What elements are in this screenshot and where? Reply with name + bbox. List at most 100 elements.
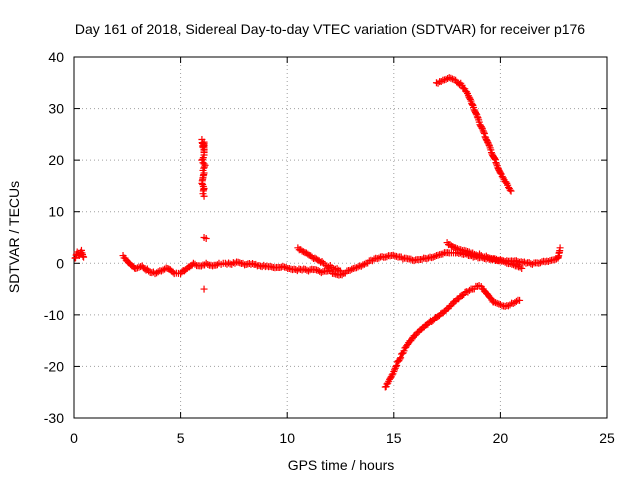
data-point: [156, 267, 164, 275]
data-point: [510, 261, 518, 269]
data-point: [487, 149, 495, 157]
data-point: [472, 110, 480, 118]
data-point: [450, 243, 458, 251]
data-point: [360, 260, 368, 268]
data-point: [367, 256, 375, 264]
data-point: [284, 265, 292, 273]
y-tick-label: -20: [44, 358, 64, 374]
data-point: [516, 263, 524, 271]
data-point: [396, 355, 404, 363]
data-point: [453, 245, 461, 253]
data-point: [154, 268, 162, 276]
data-point: [546, 257, 554, 265]
data-point: [239, 259, 247, 267]
series-arc-0: [71, 246, 88, 262]
data-point: [464, 90, 472, 98]
data-point: [204, 260, 212, 268]
series-arc-1: [119, 244, 564, 279]
data-point: [393, 361, 401, 369]
data-point: [491, 154, 499, 162]
data-point: [482, 252, 490, 260]
data-point: [191, 260, 199, 268]
data-point: [279, 262, 287, 270]
data-point: [346, 266, 354, 274]
data-point: [437, 250, 445, 258]
data-point: [462, 247, 470, 255]
x-tick-label: 5: [177, 430, 185, 446]
data-point: [493, 255, 501, 263]
data-point: [437, 78, 445, 86]
data-point: [255, 261, 263, 269]
data-point: [373, 255, 381, 263]
data-point: [493, 160, 501, 168]
x-axis: 0 5 10 15 20 25: [70, 57, 615, 446]
data-point: [199, 159, 207, 167]
data-point: [474, 252, 482, 260]
data-point: [421, 321, 429, 329]
data-point: [263, 262, 271, 270]
data-point: [383, 253, 391, 261]
data-point: [465, 286, 473, 294]
data-point: [520, 258, 528, 266]
data-point: [441, 307, 449, 315]
data-point: [180, 267, 188, 275]
y-axis: -30 -20 -10 0 10 20 30 40: [44, 49, 607, 426]
data-point: [512, 297, 520, 305]
data-point: [492, 159, 500, 167]
data-point: [326, 262, 334, 270]
data-point: [506, 186, 514, 194]
data-point: [472, 251, 480, 259]
data-point: [359, 261, 367, 269]
series-arc-3: [294, 244, 344, 275]
data-point: [448, 75, 456, 83]
data-point: [480, 128, 488, 136]
x-tick-label: 0: [70, 430, 78, 446]
data-point: [434, 79, 442, 87]
data-point: [434, 312, 442, 320]
data-point: [485, 141, 493, 149]
data-point: [495, 166, 503, 174]
data-point: [491, 156, 499, 164]
data-point: [200, 164, 208, 172]
plot-frame: [73, 56, 608, 419]
data-point: [129, 263, 137, 271]
data-point: [536, 259, 544, 267]
data-point: [169, 268, 177, 276]
data-point: [388, 371, 396, 379]
x-tick-label: 15: [386, 430, 402, 446]
data-point: [199, 187, 207, 195]
data-point: [457, 246, 465, 254]
data-point: [463, 88, 471, 96]
data-point: [423, 255, 431, 263]
data-point: [480, 130, 488, 138]
data-point: [447, 74, 455, 82]
data-point: [467, 249, 475, 257]
data-point: [464, 288, 472, 296]
data-point: [385, 377, 393, 385]
data-point: [318, 258, 326, 266]
data-point: [410, 257, 418, 265]
series-arc-7: [443, 239, 526, 272]
data-point: [386, 374, 394, 382]
data-point: [354, 263, 362, 271]
series-arc-6: [477, 282, 524, 310]
data-point: [513, 262, 521, 270]
data-point: [300, 248, 308, 256]
data-point: [305, 267, 313, 275]
data-point: [501, 258, 509, 266]
data-point: [249, 260, 257, 268]
data-point: [329, 269, 337, 277]
data-point: [168, 267, 176, 275]
data-point: [282, 264, 290, 272]
data-point: [391, 366, 399, 374]
y-tick-label: 40: [48, 49, 64, 65]
data-point: [142, 266, 150, 274]
data-point: [492, 299, 500, 307]
data-point: [499, 257, 507, 265]
data-point: [481, 288, 489, 296]
data-point: [200, 163, 208, 171]
x-tick-label: 25: [599, 430, 615, 446]
data-point: [418, 255, 426, 263]
data-point: [314, 267, 322, 275]
